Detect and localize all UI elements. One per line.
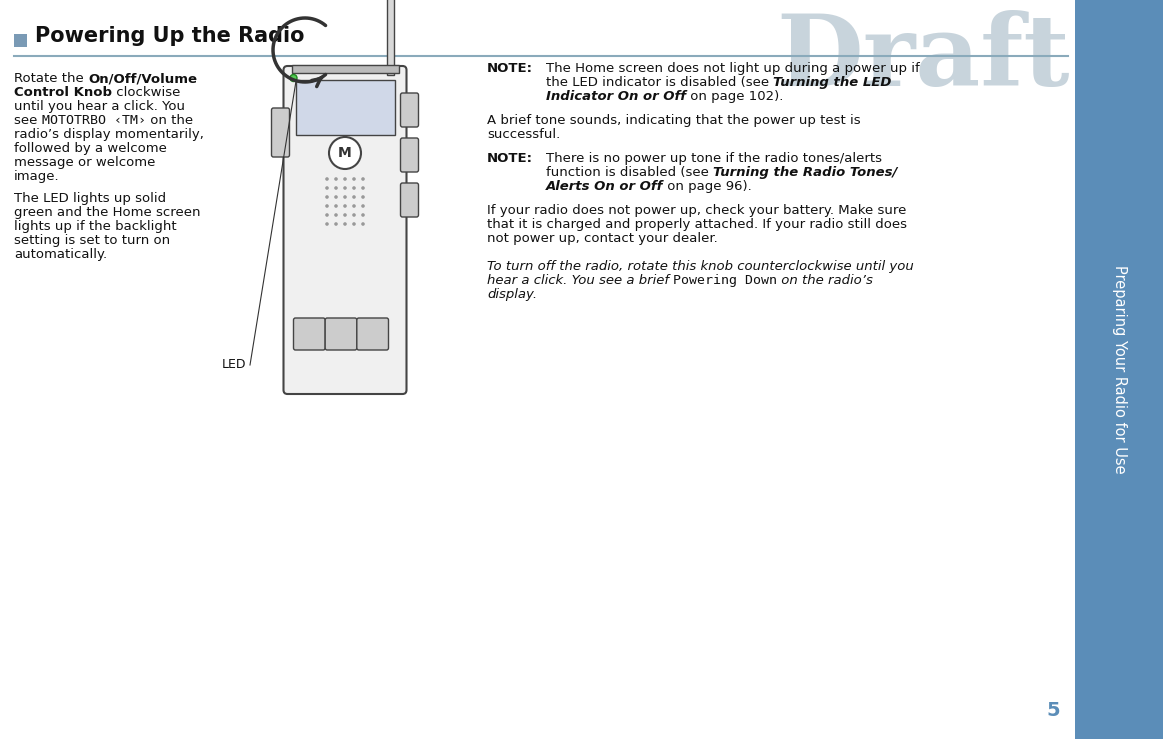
Text: green and the Home screen: green and the Home screen	[14, 206, 200, 219]
Bar	[387, 0, 394, 75]
Circle shape	[326, 204, 329, 208]
FancyBboxPatch shape	[400, 138, 419, 172]
Text: The Home screen does not light up during a power up if: The Home screen does not light up during…	[545, 62, 920, 75]
Text: on page 102).: on page 102).	[686, 90, 784, 103]
Circle shape	[334, 213, 337, 217]
Text: message or welcome: message or welcome	[14, 156, 156, 169]
Text: Powering Down: Powering Down	[673, 274, 777, 287]
Bar	[14, 34, 27, 47]
Text: until you hear a click. You: until you hear a click. You	[14, 100, 185, 113]
Circle shape	[352, 204, 356, 208]
Circle shape	[362, 213, 365, 217]
Circle shape	[343, 195, 347, 199]
Text: radio’s display momentarily,: radio’s display momentarily,	[14, 128, 204, 141]
Text: hear a click. You see a brief: hear a click. You see a brief	[487, 274, 673, 287]
Circle shape	[352, 186, 356, 190]
Text: Indicator On or Off: Indicator On or Off	[545, 90, 686, 103]
Bar	[292, 65, 399, 73]
Circle shape	[352, 222, 356, 226]
Text: A brief tone sounds, indicating that the power up test is: A brief tone sounds, indicating that the…	[487, 114, 861, 127]
Text: Alerts On or Off: Alerts On or Off	[545, 180, 663, 193]
Text: M: M	[338, 146, 352, 160]
Text: on page 96).: on page 96).	[663, 180, 752, 193]
Text: Draft: Draft	[777, 10, 1070, 107]
Text: that it is charged and properly attached. If your radio still does: that it is charged and properly attached…	[487, 218, 907, 231]
FancyBboxPatch shape	[400, 183, 419, 217]
Circle shape	[326, 186, 329, 190]
Text: If your radio does not power up, check your battery. Make sure: If your radio does not power up, check y…	[487, 204, 906, 217]
Circle shape	[334, 222, 337, 226]
Circle shape	[343, 213, 347, 217]
Text: MOTOTRBO ‹TM›: MOTOTRBO ‹TM›	[42, 114, 145, 127]
Circle shape	[326, 195, 329, 199]
Text: image.: image.	[14, 170, 59, 183]
Circle shape	[334, 195, 337, 199]
Text: function is disabled (see: function is disabled (see	[545, 166, 713, 179]
Text: clockwise: clockwise	[112, 86, 180, 99]
Circle shape	[343, 186, 347, 190]
Circle shape	[290, 75, 297, 81]
Text: Turning the LED: Turning the LED	[773, 76, 892, 89]
FancyBboxPatch shape	[326, 318, 357, 350]
Circle shape	[326, 222, 329, 226]
Text: on the: on the	[145, 114, 193, 127]
Text: the LED indicator is disabled (see: the LED indicator is disabled (see	[545, 76, 773, 89]
FancyBboxPatch shape	[357, 318, 388, 350]
Text: successful.: successful.	[487, 128, 561, 141]
Text: LED: LED	[222, 358, 247, 372]
Text: Turning the Radio Tones/: Turning the Radio Tones/	[713, 166, 898, 179]
Text: display.: display.	[487, 288, 537, 301]
Text: NOTE:: NOTE:	[487, 152, 533, 165]
Circle shape	[352, 195, 356, 199]
Text: not power up, contact your dealer.: not power up, contact your dealer.	[487, 232, 718, 245]
Text: lights up if the backlight: lights up if the backlight	[14, 220, 177, 233]
Text: Rotate the: Rotate the	[14, 72, 88, 85]
Circle shape	[362, 222, 365, 226]
Text: Control Knob: Control Knob	[14, 86, 112, 99]
Circle shape	[329, 137, 361, 169]
Circle shape	[362, 186, 365, 190]
Bar	[295, 80, 394, 135]
Circle shape	[352, 213, 356, 217]
Circle shape	[352, 177, 356, 181]
FancyBboxPatch shape	[293, 318, 326, 350]
Circle shape	[362, 177, 365, 181]
Circle shape	[343, 222, 347, 226]
Text: There is no power up tone if the radio tones/alerts: There is no power up tone if the radio t…	[545, 152, 882, 165]
Text: see: see	[14, 114, 42, 127]
Circle shape	[362, 195, 365, 199]
FancyBboxPatch shape	[271, 108, 290, 157]
Circle shape	[343, 204, 347, 208]
Text: The LED lights up solid: The LED lights up solid	[14, 192, 166, 205]
Circle shape	[326, 177, 329, 181]
Text: On/Off/Volume: On/Off/Volume	[88, 72, 197, 85]
Text: on the radio’s: on the radio’s	[777, 274, 873, 287]
Text: NOTE:: NOTE:	[487, 62, 533, 75]
Circle shape	[362, 204, 365, 208]
FancyBboxPatch shape	[284, 66, 407, 394]
Text: setting is set to turn on: setting is set to turn on	[14, 234, 170, 247]
Text: 5: 5	[1047, 701, 1059, 720]
Circle shape	[326, 213, 329, 217]
Text: followed by a welcome: followed by a welcome	[14, 142, 166, 155]
Text: Preparing Your Radio for Use: Preparing Your Radio for Use	[1112, 265, 1127, 474]
FancyBboxPatch shape	[400, 93, 419, 127]
Circle shape	[343, 177, 347, 181]
Text: Powering Up the Radio: Powering Up the Radio	[35, 26, 305, 46]
Bar	[1075, 0, 1163, 739]
Circle shape	[334, 186, 337, 190]
Circle shape	[334, 204, 337, 208]
Text: automatically.: automatically.	[14, 248, 107, 261]
Circle shape	[334, 177, 337, 181]
Text: To turn off the radio, rotate this knob counterclockwise until you: To turn off the radio, rotate this knob …	[487, 260, 914, 273]
